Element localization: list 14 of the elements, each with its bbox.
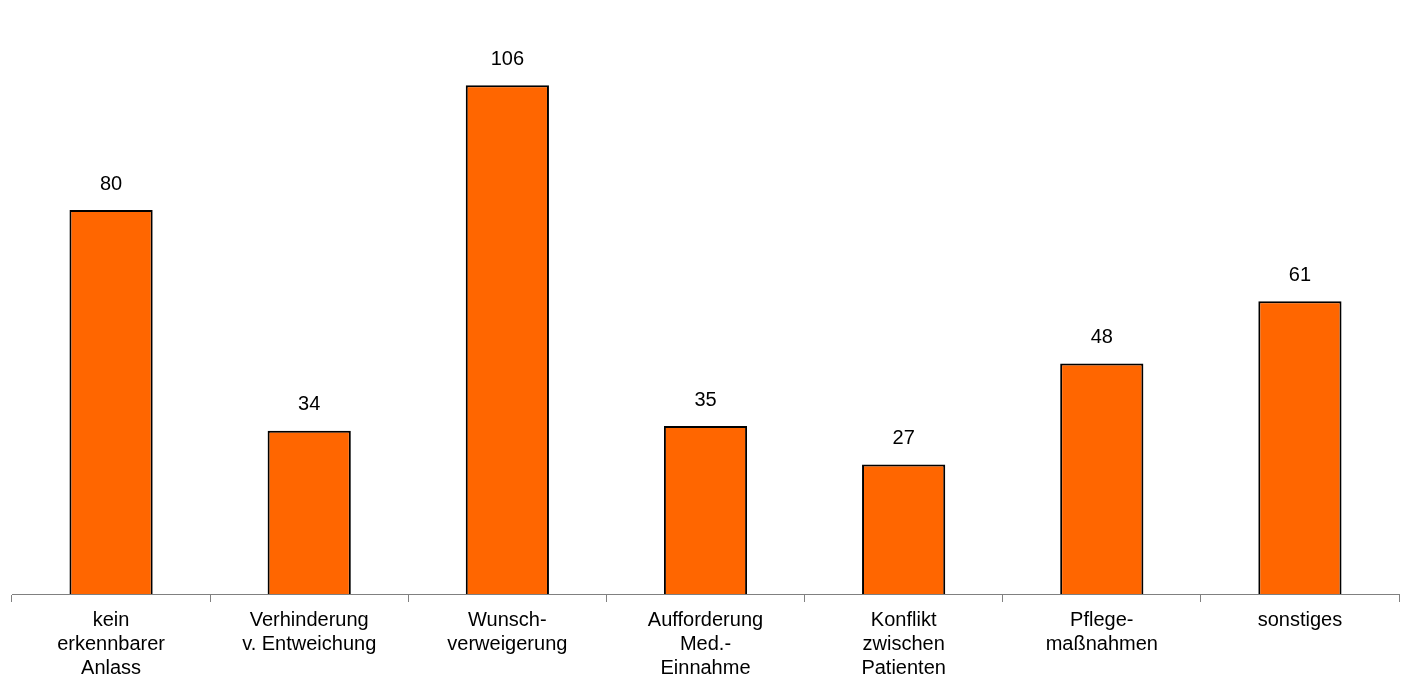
data-label: 48: [1090, 325, 1113, 348]
data-label: 106: [490, 46, 525, 69]
x-tick-label: Wunsch- verweigerung: [447, 607, 568, 654]
data-label: 35: [694, 387, 717, 410]
x-tick-label: kein erkennbarer Anlass: [57, 607, 166, 678]
x-tick-label: Konflikt zwischen Patienten: [861, 607, 946, 678]
data-label: 80: [99, 171, 123, 194]
x-tick-label: Aufforderung Med.- Einnahme: [647, 607, 764, 678]
data-label: 27: [892, 425, 915, 448]
x-tick-label: Verhinderung v. Entweichung: [242, 607, 377, 654]
x-tick-label: sonstiges: [1257, 607, 1343, 630]
data-label: 61: [1288, 262, 1312, 285]
x-tick-label: Pflege- maßnahmen: [1045, 607, 1158, 654]
data-label: 34: [298, 392, 321, 415]
